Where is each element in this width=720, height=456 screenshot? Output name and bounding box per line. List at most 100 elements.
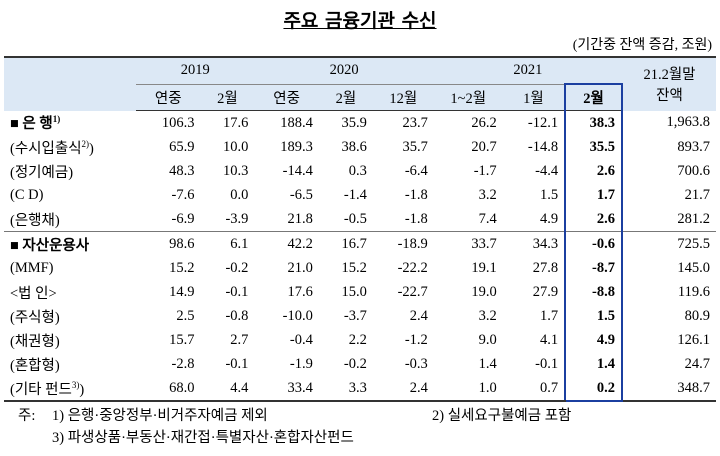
value-cell: 3.3 (318, 376, 373, 402)
value-cell: 17.6 (223, 114, 249, 131)
value-cell: 15.2 (169, 259, 195, 276)
value-cell: 4.9 (564, 328, 623, 352)
row-label: ■ 자산운용사 (4, 232, 136, 257)
notes: 주: 1) 은행·중앙정부·비거주자예금 제외 2) 실세요구불예금 포함 3) 파생… (18, 405, 571, 449)
value-cell: -3.7 (343, 307, 367, 324)
value-cell: 4.1 (539, 331, 559, 348)
value-cell: 21.8 (254, 207, 319, 232)
value-cell: 106.3 (161, 114, 195, 131)
value-cell: 0.7 (502, 376, 566, 402)
value-cell: -0.1 (225, 283, 249, 300)
value-cell: 281.2 (621, 207, 716, 232)
value-cell: 14.9 (169, 283, 195, 300)
note-line: 주: 1) 은행·중앙정부·비거주자예금 제외 2) 실세요구불예금 포함 (18, 405, 571, 427)
value-cell: 1.4 (478, 355, 497, 372)
table-row: (채권형) 15.7 2.7 -0.4 2.2 -1.2 9.0 4.1 4.9 126.1 (4, 328, 716, 352)
row-label: (수시입출식2)) (4, 135, 136, 159)
value-cell: 23.7 (402, 114, 428, 131)
value-cell: 10.0 (223, 138, 249, 155)
year-header: 2021 (433, 56, 622, 85)
value-cell: 2.6 (564, 159, 623, 183)
note-item: 2) 실세요구불예금 포함 (432, 408, 572, 424)
value-cell: -0.2 (343, 355, 367, 372)
value-cell: 48.3 (169, 162, 195, 179)
note-prefix: 주: (18, 408, 36, 424)
value-cell: -0.3 (404, 355, 428, 372)
row-label-text: (정기예금) (10, 164, 74, 181)
value-cell: 119.6 (677, 283, 710, 300)
value-cell: -0.1 (225, 355, 249, 372)
value-cell: 0.0 (230, 186, 249, 203)
note-item: 3) 파생상품·부동산·재간접·특별자산·혼합자산펀드 (52, 430, 354, 446)
value-cell: 24.7 (684, 355, 710, 372)
period-header: 2월 (318, 84, 373, 111)
value-cell: -8.8 (564, 280, 623, 304)
value-cell: 98.6 (169, 235, 195, 252)
note-line: 3) 파생상품·부동산·재간접·특별자산·혼합자산펀드 (18, 427, 571, 449)
row-label: (주식형) (4, 304, 136, 328)
table-row: (혼합형) -2.8 -0.1 -1.9 -0.2 -0.3 1.4 -0.1 1.4 24.7 (4, 352, 716, 376)
period-header: 2월 (200, 84, 255, 111)
table-row: (MMF) 15.2 -0.2 21.0 15.2 -22.2 19.1 27.8 -8.7 14… (4, 256, 716, 280)
note-item: 1) 은행·중앙정부·비거주자예금 제외 (52, 408, 268, 424)
value-cell: 33.4 (254, 376, 319, 402)
value-cell: 35.5 (564, 135, 623, 159)
footnote-ref: 1) (52, 114, 61, 125)
row-label: (기타 펀드3)) (4, 376, 136, 402)
value-cell: 2.6 (564, 207, 623, 232)
row-label-text: ■ 은 행 (10, 116, 53, 133)
value-cell: 189.3 (280, 138, 313, 155)
header-row: 연중 2월 연중 2월 12월 1~2월 1월 2월 (4, 83, 716, 111)
value-cell: 20.7 (471, 138, 497, 155)
value-cell: 65.9 (169, 138, 195, 155)
value-cell: 27.8 (532, 259, 559, 276)
value-cell: 7.4 (433, 207, 503, 232)
table-row: (주식형) 2.5 -0.8 -10.0 -3.7 2.4 3.2 1.7 1.5 80.9 (4, 304, 716, 328)
value-cell: 26.2 (471, 114, 497, 131)
row-label-text: (채권형) (10, 333, 60, 350)
header-row: 2019 2020 2021 21.2월말 잔액 (4, 56, 716, 111)
value-cell: -3.9 (200, 207, 255, 232)
value-cell: 1.7 (564, 183, 623, 207)
row-label-text: (주식형) (10, 309, 60, 326)
value-cell: 38.3 (564, 110, 623, 135)
period-header: 1~2월 (433, 84, 503, 111)
footnote-ref: 3) (71, 379, 80, 390)
value-cell: 17.6 (287, 283, 313, 300)
value-cell: -22.2 (397, 259, 428, 276)
value-cell: 188.4 (280, 114, 313, 131)
balance-header: 21.2월말 잔액 (621, 56, 716, 111)
value-cell: 725.5 (677, 235, 710, 252)
value-cell: 1.0 (433, 376, 503, 402)
value-cell: 35.9 (341, 114, 367, 131)
row-label-text: (MMF) (10, 259, 54, 276)
value-cell: -2.8 (171, 355, 195, 372)
value-cell: -1.9 (289, 355, 313, 372)
value-cell: 348.7 (621, 376, 716, 402)
value-cell: -14.4 (282, 162, 313, 179)
table-row: (정기예금) 48.3 10.3 -14.4 0.3 -6.4 -1.7 -4.4 2.6 700… (4, 159, 716, 183)
value-cell: 0.3 (348, 162, 367, 179)
value-cell: 700.6 (677, 162, 710, 179)
value-cell: 4.4 (200, 376, 255, 402)
row-label-text: (혼합형) (10, 357, 60, 374)
value-cell: -1.8 (404, 186, 428, 203)
value-cell: -7.6 (171, 186, 195, 203)
value-cell: 15.2 (341, 259, 367, 276)
table-row: (C D) -7.6 0.0 -6.5 -1.4 -1.8 3.2 1.5 1.7 21.7 (4, 183, 716, 207)
value-cell: 2.4 (372, 376, 434, 402)
value-cell: 68.0 (136, 376, 201, 402)
value-cell: -0.4 (289, 331, 313, 348)
value-cell: 3.2 (478, 186, 497, 203)
value-cell: 35.7 (402, 138, 428, 155)
value-cell: -0.5 (318, 207, 373, 232)
value-cell: -4.4 (535, 162, 559, 179)
row-label-text: (수시입출식 (10, 140, 82, 157)
balance-header-text: 잔액 (656, 88, 683, 105)
value-cell: -22.7 (397, 283, 428, 300)
row-label: (MMF) (4, 256, 136, 280)
value-cell: -0.2 (225, 259, 249, 276)
value-cell: 2.5 (176, 307, 195, 324)
value-cell: 42.2 (287, 235, 313, 252)
row-label: (정기예금) (4, 159, 136, 183)
